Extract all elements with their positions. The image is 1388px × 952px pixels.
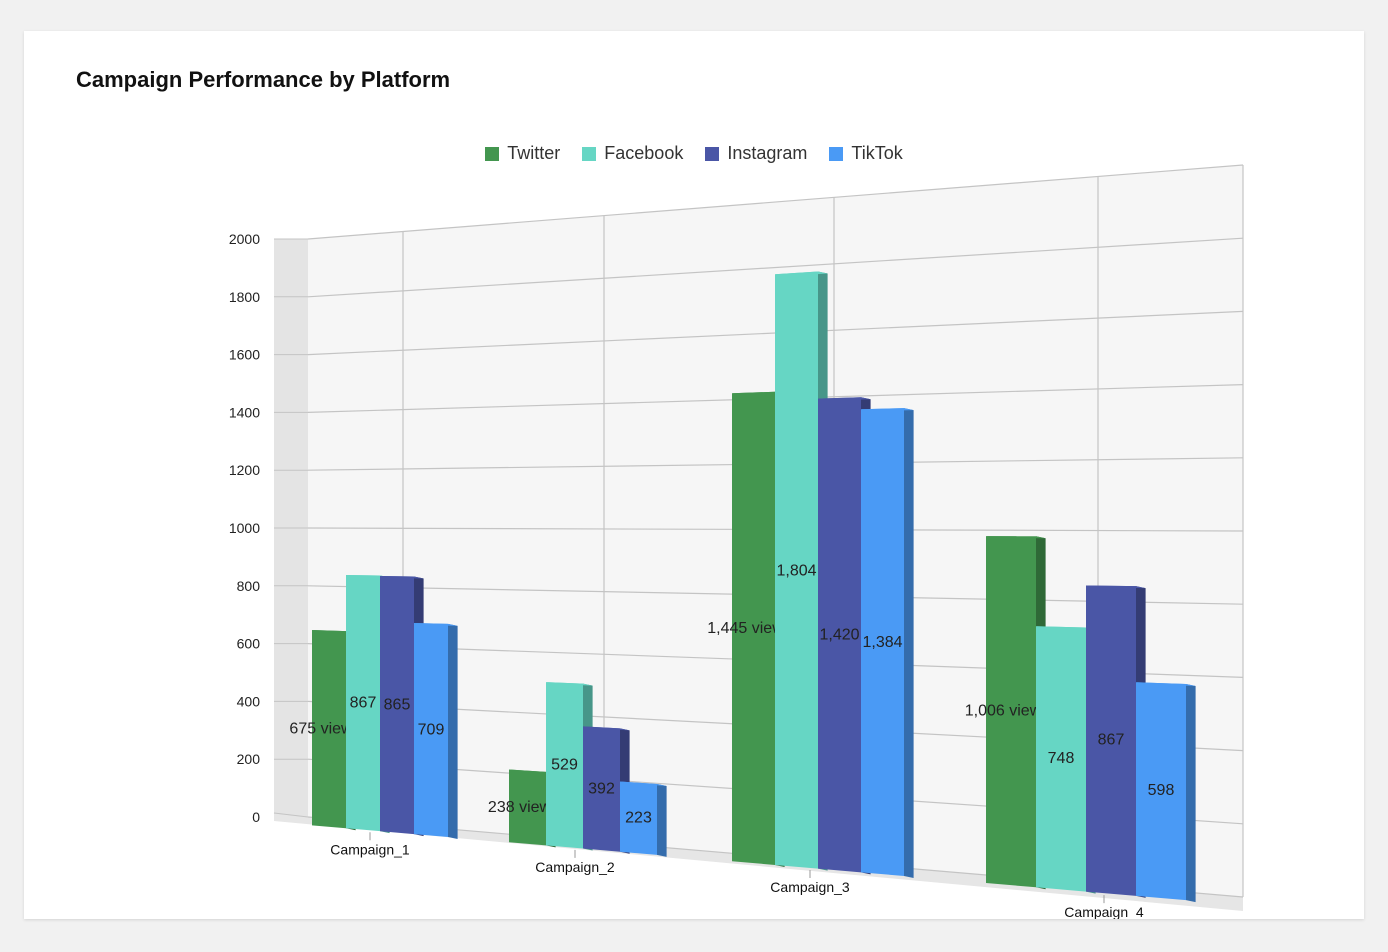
y-tick-label: 0 [252,809,260,825]
bar-twitter-campaign_3[interactable] [732,391,775,865]
data-label: 1,006 views [965,703,1050,720]
data-label: 748 [1048,750,1075,767]
y-tick-label: 800 [237,578,261,594]
legend-item-instagram[interactable]: Instagram [705,143,807,164]
bar-side-tiktok [448,623,458,839]
bar-instagram-campaign_3[interactable] [818,397,861,873]
data-label: 709 [418,722,445,739]
bar-instagram-campaign_1[interactable] [380,576,414,835]
y-tick-label: 200 [237,751,261,767]
y-tick-label: 1200 [229,462,260,478]
bar-twitter-campaign_2[interactable] [509,769,546,846]
bar-facebook-campaign_1[interactable] [346,574,380,832]
chart-title: Campaign Performance by Platform [76,67,451,92]
bar-side-tiktok [1186,684,1196,903]
category-label: Campaign_1 [330,841,410,857]
data-label: 529 [551,757,578,774]
y-tick-label: 1800 [229,289,260,305]
data-label: 1,445 views [707,620,792,637]
legend-item-facebook[interactable]: Facebook [582,143,683,164]
data-label: 867 [1098,732,1125,749]
data-label: 238 views [488,799,559,816]
data-label: 1,384 [862,634,902,651]
category-label: Campaign_4 [1064,904,1144,919]
data-label: 223 [625,810,652,827]
data-label: 392 [588,780,615,797]
bar-tiktok-campaign_3[interactable] [861,408,904,876]
side-gridline [273,812,309,818]
bar-twitter-campaign_1[interactable] [312,630,346,829]
y-tick-label: 600 [237,636,261,652]
bar-facebook-campaign_4[interactable] [1036,626,1086,892]
bar-tiktok-campaign_1[interactable] [414,622,448,837]
bar-facebook-campaign_3[interactable] [775,271,818,869]
legend: Twitter Facebook Instagram TikTok [24,143,1364,164]
y-tick-label: 2000 [229,231,260,247]
chart-area: 0 200 400 600 800 1000 1200 1400 1600 1800 2000 675… [229,164,1244,919]
bar-side-tiktok [904,408,914,878]
bar-instagram-campaign_4[interactable] [1086,585,1136,896]
legend-swatch [582,146,597,161]
bar-tiktok-campaign_2[interactable] [620,781,657,855]
y-tick-label: 1400 [229,404,260,420]
gridline [307,164,1244,240]
data-label: 1,804 [776,563,816,580]
legend-label: Instagram [727,143,808,163]
data-label: 1,420 [819,627,859,644]
legend-label: Facebook [604,143,684,163]
legend-swatch [829,146,844,161]
data-label: 865 [384,697,411,714]
gridline [307,237,1244,298]
bar-tiktok-campaign_4[interactable] [1136,682,1186,901]
legend-label: TikTok [851,143,903,163]
data-label: 867 [350,695,377,712]
category-label: Campaign_2 [535,859,615,875]
y-tick-label: 1600 [229,347,260,363]
legend-swatch [485,146,500,161]
legend-label: Twitter [507,143,561,163]
data-label: 598 [1148,782,1175,799]
category-label: Campaign_3 [770,879,850,895]
bar-side-tiktok [657,784,667,857]
data-label: 675 views [289,721,360,738]
chart-card: Campaign Performance by Platform Twitter… [24,31,1364,919]
bar-twitter-campaign_4[interactable] [986,536,1036,888]
legend-item-twitter[interactable]: Twitter [485,143,560,164]
bar-facebook-campaign_2[interactable] [546,682,583,849]
y-tick-label: 400 [237,693,261,709]
bar-instagram-campaign_2[interactable] [583,726,620,852]
y-tick-label: 1000 [229,520,260,536]
legend-swatch [705,146,720,161]
legend-item-tiktok[interactable]: TikTok [829,143,903,164]
